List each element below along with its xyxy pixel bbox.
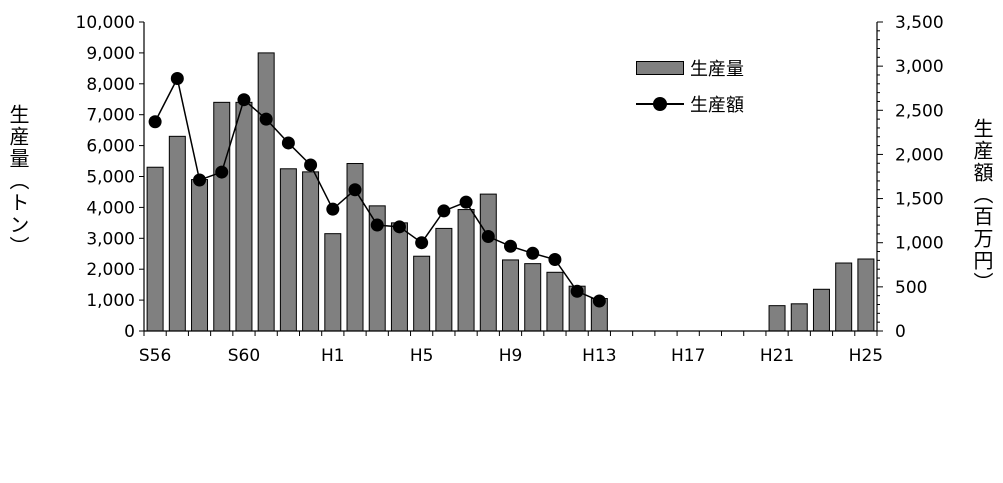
- point-H1: [326, 202, 340, 216]
- y-right-tick-label: 2,500: [895, 101, 944, 121]
- y-right-tick-label: 2,000: [895, 145, 944, 165]
- legend-item-value: 生産額: [636, 86, 744, 122]
- point-H11: [548, 252, 562, 266]
- x-tick-label: H13: [582, 346, 616, 366]
- bar-H7: [457, 209, 475, 332]
- y-left-tick-label: 10,000: [76, 13, 135, 33]
- bar-H24: [835, 262, 853, 332]
- x-tick-label: S60: [228, 346, 260, 366]
- x-tick-label: S56: [139, 346, 171, 366]
- x-tick-label: H9: [499, 346, 523, 366]
- bar-H5: [413, 255, 431, 332]
- point-S59: [215, 165, 229, 179]
- bar-S61: [257, 52, 275, 332]
- point-H10: [526, 246, 540, 260]
- tick-labels: 10,000 9,000 8,000 7,000 6,000 5,000 4,000 3,00…: [76, 13, 944, 366]
- point-H3: [370, 218, 384, 232]
- bar-H10: [524, 263, 542, 332]
- point-H13: [592, 294, 606, 308]
- point-H7: [459, 195, 473, 209]
- y-left-tick-label: 5,000: [86, 168, 135, 188]
- legend-bar-swatch: [636, 61, 684, 75]
- bar-S56: [146, 166, 164, 332]
- bar-S62: [279, 168, 297, 332]
- y-right-tick-label: 1,000: [895, 234, 944, 254]
- point-S60: [237, 93, 251, 107]
- point-S56: [148, 115, 162, 129]
- point-S63: [304, 158, 318, 172]
- y-left-tick-label: 3,000: [86, 229, 135, 249]
- y-left-tick-label: 1,000: [86, 291, 135, 311]
- point-S61: [259, 112, 273, 126]
- point-H2: [348, 183, 362, 197]
- point-H9: [504, 239, 517, 253]
- bar-H23: [812, 288, 830, 332]
- legend-label-value: 生産額: [690, 95, 744, 116]
- bar-H25: [857, 258, 875, 332]
- point-H8: [481, 230, 495, 244]
- axes: [139, 21, 883, 336]
- bar-S58: [191, 179, 209, 332]
- bar-H8: [479, 193, 497, 332]
- bar-S59: [213, 101, 231, 332]
- y-left-tick-label: 6,000: [86, 137, 135, 157]
- y-right-tick-label: 3,000: [895, 57, 944, 77]
- point-S58: [193, 173, 207, 187]
- bar-H1: [324, 233, 342, 332]
- y-left-tick-label: 0: [124, 322, 135, 342]
- line-series-production-value: [148, 72, 606, 308]
- legend-item-volume: 生産量: [636, 50, 744, 86]
- x-tick-label: H5: [410, 346, 434, 366]
- x-tick-label: H25: [849, 346, 883, 366]
- bar-S63: [302, 171, 320, 332]
- y-axis-right-label: 生産額（百万円）: [970, 118, 994, 294]
- y-left-tick-label: 7,000: [86, 106, 135, 126]
- y-right-tick-label: 3,500: [895, 13, 944, 33]
- point-H6: [437, 204, 451, 218]
- bar-H9: [502, 259, 519, 332]
- x-tick-label: H21: [760, 346, 794, 366]
- point-H4: [392, 220, 406, 234]
- point-H5: [415, 236, 429, 250]
- bar-H21: [768, 305, 786, 332]
- legend: 生産量 生産額: [636, 50, 744, 122]
- y-right-tick-label: 1,500: [895, 190, 944, 210]
- y-left-tick-label: 8,000: [86, 75, 135, 95]
- point-S62: [281, 136, 295, 150]
- y-right-tick-label: 500: [895, 278, 927, 298]
- y-right-tick-label: 0: [895, 322, 906, 342]
- bar-series-production-volume: [146, 52, 875, 332]
- y-left-tick-label: 4,000: [86, 198, 135, 218]
- x-tick-label: H17: [671, 346, 705, 366]
- y-left-tick-label: 9,000: [86, 44, 135, 64]
- bar-S57: [168, 135, 186, 332]
- point-S57: [170, 72, 184, 85]
- y-axis-left-label: 生産量（トン）: [6, 104, 30, 258]
- legend-line-swatch: [636, 96, 684, 112]
- bar-H6: [435, 227, 453, 332]
- bar-H22: [790, 303, 808, 332]
- point-H12: [570, 284, 584, 298]
- x-tick-label: H1: [321, 346, 345, 366]
- y-left-tick-label: 2,000: [86, 260, 135, 280]
- bar-S60: [235, 101, 253, 332]
- bar-H4: [390, 222, 408, 332]
- legend-label-volume: 生産量: [690, 59, 744, 80]
- bar-H11: [546, 271, 564, 332]
